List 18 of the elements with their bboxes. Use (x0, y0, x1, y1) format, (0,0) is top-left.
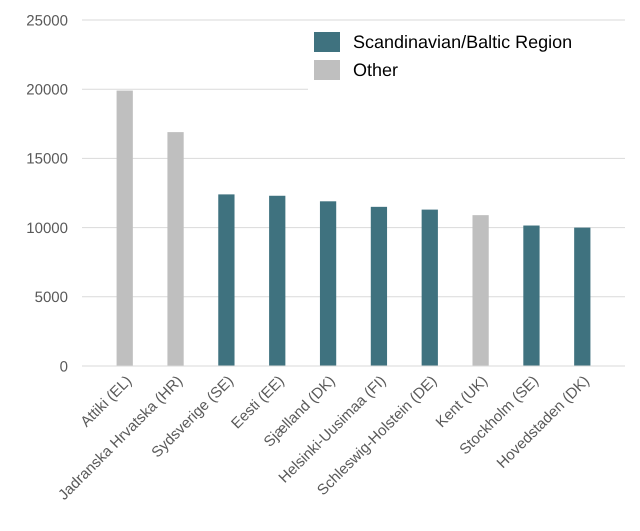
bar (320, 201, 336, 366)
bar (269, 196, 286, 366)
bar (422, 210, 438, 366)
bar (167, 132, 184, 366)
y-tick-label: 15000 (26, 150, 68, 168)
legend-label: Other (353, 60, 398, 80)
bar (472, 215, 489, 366)
legend-label: Scandinavian/Baltic Region (353, 32, 572, 52)
y-tick-label: 25000 (26, 12, 68, 30)
bar (523, 226, 540, 366)
bar (574, 228, 590, 366)
bar (218, 194, 235, 366)
y-tick-label: 5000 (34, 289, 68, 306)
y-tick-label: 10000 (26, 220, 68, 237)
bar (116, 90, 133, 366)
y-tick-label: 20000 (26, 81, 68, 98)
y-tick-label: 0 (60, 358, 68, 376)
bar (370, 206, 388, 366)
